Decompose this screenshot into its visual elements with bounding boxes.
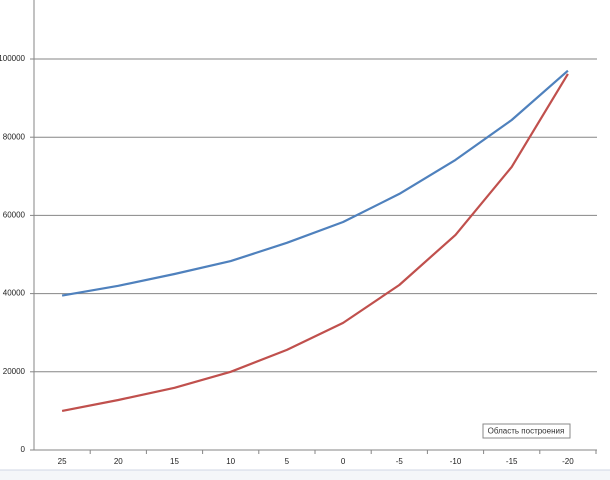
x-tick-label: 20 bbox=[114, 457, 123, 466]
tooltip-box bbox=[482, 423, 571, 439]
x-tick-label: 0 bbox=[341, 457, 346, 466]
y-tick-label: 80000 bbox=[3, 132, 26, 141]
x-tick-label: -5 bbox=[396, 457, 404, 466]
x-tick-label: -10 bbox=[450, 457, 462, 466]
x-tick-label: 25 bbox=[58, 457, 67, 466]
x-tick-label: -20 bbox=[562, 457, 574, 466]
y-tick-label: 60000 bbox=[3, 211, 26, 220]
y-tick-label: 100000 bbox=[0, 54, 26, 63]
tooltip: Область построения bbox=[488, 427, 565, 436]
x-tick-label: -15 bbox=[506, 457, 518, 466]
x-tick-label: 15 bbox=[170, 457, 179, 466]
y-tick-label: 0 bbox=[21, 445, 26, 454]
x-tick-label: 10 bbox=[226, 457, 235, 466]
y-tick-label: 20000 bbox=[3, 367, 26, 376]
x-tick-label: 5 bbox=[285, 457, 290, 466]
series-line bbox=[61, 69, 569, 297]
y-tick-label: 40000 bbox=[3, 289, 26, 298]
sheet-strip bbox=[0, 470, 610, 480]
series-line bbox=[61, 73, 569, 412]
